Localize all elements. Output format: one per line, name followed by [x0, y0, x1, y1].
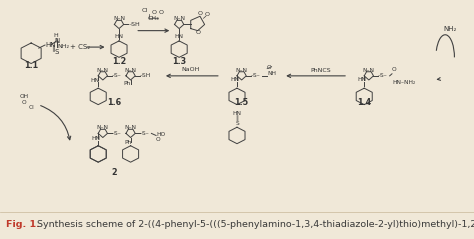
Text: N–N: N–N — [97, 68, 109, 73]
Text: –S–: –S– — [112, 73, 122, 78]
Text: HN: HN — [230, 77, 239, 82]
Text: Ph: Ph — [125, 140, 132, 145]
Text: HN: HN — [233, 111, 241, 116]
Text: –S–: –S– — [378, 73, 388, 78]
Text: O: O — [22, 100, 27, 105]
Text: 1.3: 1.3 — [172, 57, 186, 65]
Text: N–N: N–N — [97, 125, 109, 130]
Text: NH: NH — [267, 71, 276, 76]
Text: N–N: N–N — [173, 16, 185, 21]
Text: NH₂: NH₂ — [57, 43, 69, 49]
Text: 1.4: 1.4 — [357, 98, 371, 107]
Text: HN: HN — [357, 77, 366, 82]
Text: O: O — [205, 12, 210, 17]
Text: HN: HN — [90, 78, 99, 83]
Text: N–N: N–N — [113, 16, 125, 21]
Text: 1.1: 1.1 — [24, 61, 38, 70]
Text: N–N: N–N — [125, 125, 137, 130]
Text: –S–: –S– — [251, 73, 261, 78]
Text: Fig. 1.: Fig. 1. — [6, 220, 39, 229]
Text: O: O — [392, 67, 397, 72]
Text: HN: HN — [91, 136, 100, 141]
Text: O: O — [195, 30, 200, 35]
Text: OH: OH — [19, 94, 29, 99]
Text: O: O — [267, 65, 272, 70]
Text: PhNCS: PhNCS — [310, 68, 330, 73]
Text: N–N: N–N — [125, 68, 137, 73]
Text: –SH: –SH — [140, 73, 151, 78]
Text: ∥: ∥ — [51, 44, 55, 51]
Text: H: H — [53, 33, 58, 38]
Text: S: S — [55, 49, 59, 55]
Text: N–N: N–N — [236, 68, 247, 73]
Text: O: O — [198, 11, 202, 16]
Text: CH₃: CH₃ — [148, 16, 160, 21]
Text: –S–: –S– — [140, 131, 150, 136]
Text: NaOH: NaOH — [182, 67, 200, 72]
Text: 1.6: 1.6 — [107, 98, 121, 107]
Text: HN: HN — [115, 34, 124, 39]
Text: –S–: –S– — [112, 131, 122, 136]
Text: + CS₂: + CS₂ — [71, 44, 91, 50]
Text: –SH: –SH — [128, 22, 140, 27]
Text: N–N: N–N — [363, 68, 375, 73]
Text: N: N — [54, 38, 59, 44]
Text: 1.2: 1.2 — [112, 57, 126, 65]
Text: HO: HO — [156, 132, 165, 137]
Text: Ph: Ph — [124, 81, 131, 86]
Text: 1.5: 1.5 — [235, 98, 249, 107]
Text: Cl: Cl — [28, 105, 34, 110]
Text: HN–NH₂: HN–NH₂ — [392, 80, 415, 85]
Text: O: O — [156, 137, 161, 141]
Text: Synthesis scheme of 2-((4-phenyl-5-(((5-phenylamino-1,3,4-thiadiazole-2-yl)thio): Synthesis scheme of 2-((4-phenyl-5-(((5-… — [34, 220, 474, 229]
Text: O: O — [158, 10, 164, 15]
Text: 2: 2 — [111, 168, 117, 177]
Text: NH₂: NH₂ — [443, 26, 457, 32]
Text: Cl: Cl — [141, 8, 147, 13]
Text: S: S — [235, 121, 239, 126]
Text: ∥: ∥ — [236, 115, 238, 121]
Text: O: O — [151, 10, 156, 15]
Text: HN: HN — [45, 42, 55, 48]
Text: HN: HN — [175, 34, 183, 39]
